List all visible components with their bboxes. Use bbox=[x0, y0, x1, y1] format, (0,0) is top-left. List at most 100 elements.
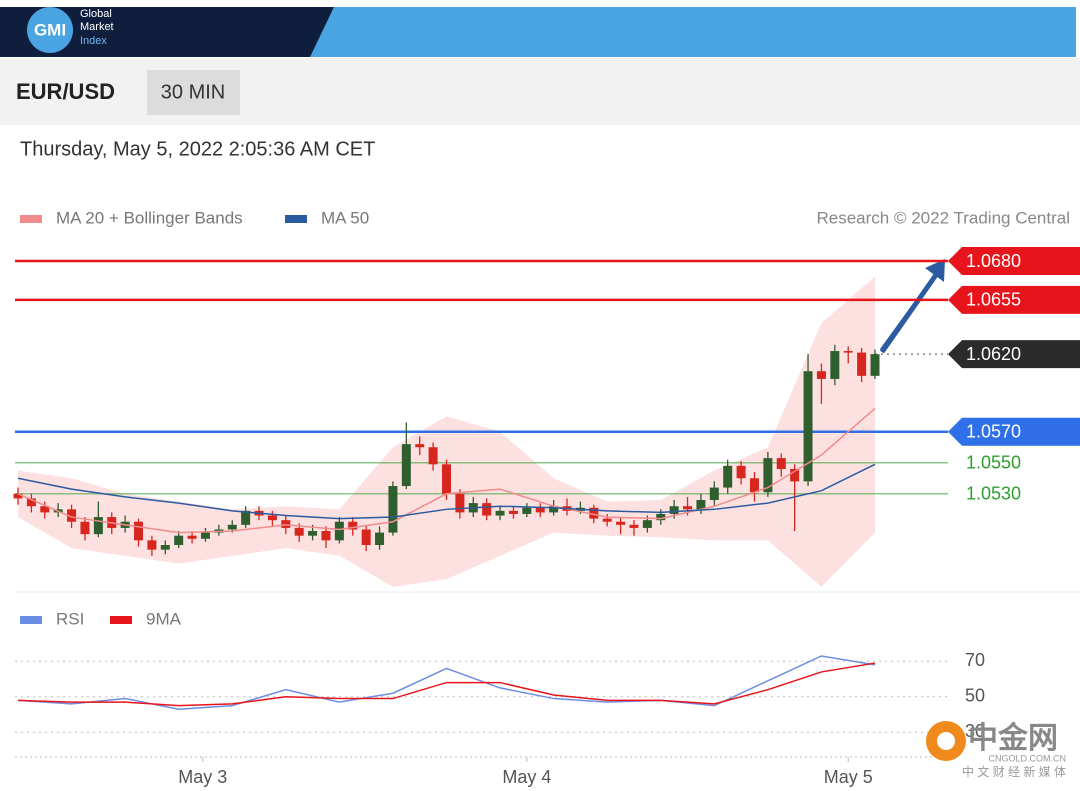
watermark-tagline: 中 文 财 经 新 媒 体 bbox=[962, 764, 1066, 779]
candle-body bbox=[428, 447, 438, 465]
candle-body bbox=[321, 531, 331, 541]
x-tick-label: May 5 bbox=[824, 767, 873, 787]
candle-body bbox=[227, 524, 237, 530]
candle-body bbox=[830, 351, 840, 379]
candle-body bbox=[683, 506, 693, 510]
candle-body bbox=[870, 354, 880, 376]
x-tick-label: May 4 bbox=[502, 767, 551, 787]
level-label: 1.0680 bbox=[966, 251, 1021, 271]
y-tick-label: 50 bbox=[965, 686, 985, 706]
candle-body bbox=[709, 487, 719, 500]
x-tick-label: May 3 bbox=[178, 767, 227, 787]
logo bbox=[27, 7, 73, 53]
candle-body bbox=[776, 458, 786, 469]
watermark-name: 中金网 bbox=[968, 721, 1058, 755]
candle-body bbox=[26, 498, 36, 507]
indicator-line bbox=[17, 655, 876, 710]
candle-body bbox=[281, 520, 291, 528]
level-box bbox=[948, 340, 1080, 369]
brand: Index bbox=[80, 35, 107, 47]
level-box bbox=[948, 247, 1080, 276]
candle-body bbox=[348, 521, 358, 530]
candle-body bbox=[656, 513, 666, 521]
candle-body bbox=[589, 507, 599, 519]
candle-body bbox=[616, 521, 626, 525]
legend-swatch bbox=[20, 215, 42, 223]
watermark-site: CNGOLD.COM.CN bbox=[988, 753, 1066, 763]
legend-swatch bbox=[285, 215, 307, 223]
candle-body bbox=[535, 507, 545, 513]
candle-body bbox=[549, 506, 559, 513]
legend-label: RSI bbox=[56, 609, 84, 628]
candle-body bbox=[495, 510, 505, 516]
legend-label: 9MA bbox=[146, 609, 182, 628]
candle-body bbox=[401, 444, 411, 487]
candle-body bbox=[40, 506, 50, 513]
candle-body bbox=[334, 521, 344, 541]
candle-body bbox=[522, 507, 532, 514]
candle-body bbox=[669, 506, 679, 514]
candle-body bbox=[147, 540, 157, 550]
candle-body bbox=[361, 529, 371, 545]
candle-body bbox=[455, 493, 465, 513]
candle-body bbox=[763, 458, 773, 493]
arrow-head bbox=[925, 259, 945, 282]
candle-body bbox=[816, 371, 826, 379]
candle-body bbox=[696, 500, 706, 510]
candle-body bbox=[723, 465, 733, 488]
candle-body bbox=[442, 464, 451, 494]
timeframe-pill[interactable] bbox=[147, 70, 240, 115]
level-label: 1.0570 bbox=[966, 421, 1021, 441]
candle-body bbox=[134, 521, 144, 541]
y-tick-label: 70 bbox=[965, 650, 985, 670]
candle-body bbox=[308, 531, 318, 536]
candle-body bbox=[803, 371, 813, 482]
attribution: Research © 2022 Trading Central bbox=[817, 208, 1071, 227]
candle-body bbox=[602, 518, 612, 522]
candle-body bbox=[174, 535, 184, 545]
candle-body bbox=[80, 521, 90, 535]
timestamp: Thursday, May 5, 2022 2:05:36 AM CET bbox=[20, 138, 375, 160]
level-box bbox=[948, 417, 1080, 446]
level-box bbox=[948, 285, 1080, 314]
header-dark bbox=[0, 7, 334, 57]
candle-body bbox=[200, 532, 210, 539]
brand: Global bbox=[80, 8, 112, 20]
candle-body bbox=[187, 535, 197, 539]
candle-body bbox=[736, 465, 746, 479]
watermark-logo bbox=[937, 732, 955, 750]
candle-body bbox=[415, 444, 425, 448]
brand: Market bbox=[80, 21, 114, 33]
candle-body bbox=[482, 503, 492, 516]
candle-body bbox=[267, 515, 277, 521]
level-label: 1.0550 bbox=[966, 453, 1021, 473]
candle-body bbox=[642, 520, 652, 528]
candle-body bbox=[13, 493, 23, 499]
candle-body bbox=[857, 352, 867, 376]
y-tick-label: 30 bbox=[965, 721, 985, 741]
candle-body bbox=[508, 510, 518, 514]
arrow bbox=[879, 270, 941, 354]
candle-body bbox=[388, 486, 398, 533]
candle-body bbox=[241, 510, 251, 525]
symbol: EUR/USD bbox=[16, 79, 115, 104]
candle-body bbox=[843, 351, 853, 353]
level-label: 1.0530 bbox=[966, 484, 1021, 504]
candle-body bbox=[629, 524, 639, 528]
level-label: 1.0620 bbox=[966, 344, 1021, 364]
legend-swatch bbox=[110, 616, 132, 624]
logo-text: GMI bbox=[34, 20, 66, 39]
indicator-line bbox=[17, 662, 876, 707]
candle-body bbox=[93, 517, 103, 535]
candle-body bbox=[749, 478, 759, 493]
watermark: 中金网 CNGOLD.COM.CN 中 文 财 经 新 媒 体 bbox=[926, 721, 1066, 779]
candle-body bbox=[294, 527, 304, 536]
level-label: 1.0655 bbox=[966, 290, 1021, 310]
timeframe[interactable]: 30 MIN bbox=[161, 81, 225, 103]
legend-swatch bbox=[20, 616, 42, 624]
legend-label: MA 50 bbox=[321, 208, 369, 227]
candle-body bbox=[67, 509, 77, 522]
legend-label: MA 20 + Bollinger Bands bbox=[56, 208, 243, 227]
